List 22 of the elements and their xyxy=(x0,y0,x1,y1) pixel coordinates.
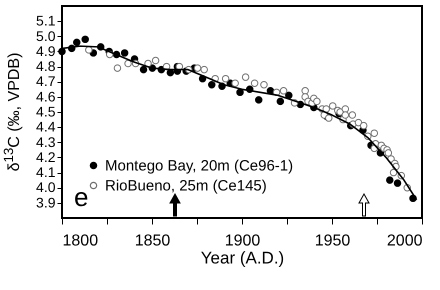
legend-label: RioBueno, 25m (Ce145) xyxy=(105,178,267,194)
y-tick-label: 4.5 xyxy=(36,104,56,120)
y-tick-label: 5.1 xyxy=(36,12,56,29)
y-tick-label: 4.3 xyxy=(36,134,56,150)
x-tick-label: 1850 xyxy=(134,232,170,250)
x-tick-label: 2000 xyxy=(386,232,423,250)
y-tick-label: 3.9 xyxy=(36,194,56,210)
x-tick-label: 1800 xyxy=(62,232,98,250)
legend-label: Montego Bay, 20m (Ce96-1) xyxy=(105,158,294,174)
y-tick-label: 4.7 xyxy=(36,73,56,90)
y-tick-label: 4.8 xyxy=(36,58,56,74)
x-axis-title: Year (A.D.) xyxy=(200,248,284,268)
x-tick-label: 1950 xyxy=(314,232,350,250)
y-tick-label: 4.2 xyxy=(36,148,56,165)
y-tick-label: 4.6 xyxy=(36,88,56,104)
y-tick-label: 4.1 xyxy=(36,164,56,180)
annotation: e xyxy=(74,182,88,213)
y-tick-label: 4.4 xyxy=(36,118,56,135)
y-tick-label: 5.0 xyxy=(36,28,56,44)
y-tick-label: 4.0 xyxy=(36,179,56,196)
y-tick-label: 4.9 xyxy=(36,42,56,59)
x-tick-label: 1900 xyxy=(224,232,260,250)
